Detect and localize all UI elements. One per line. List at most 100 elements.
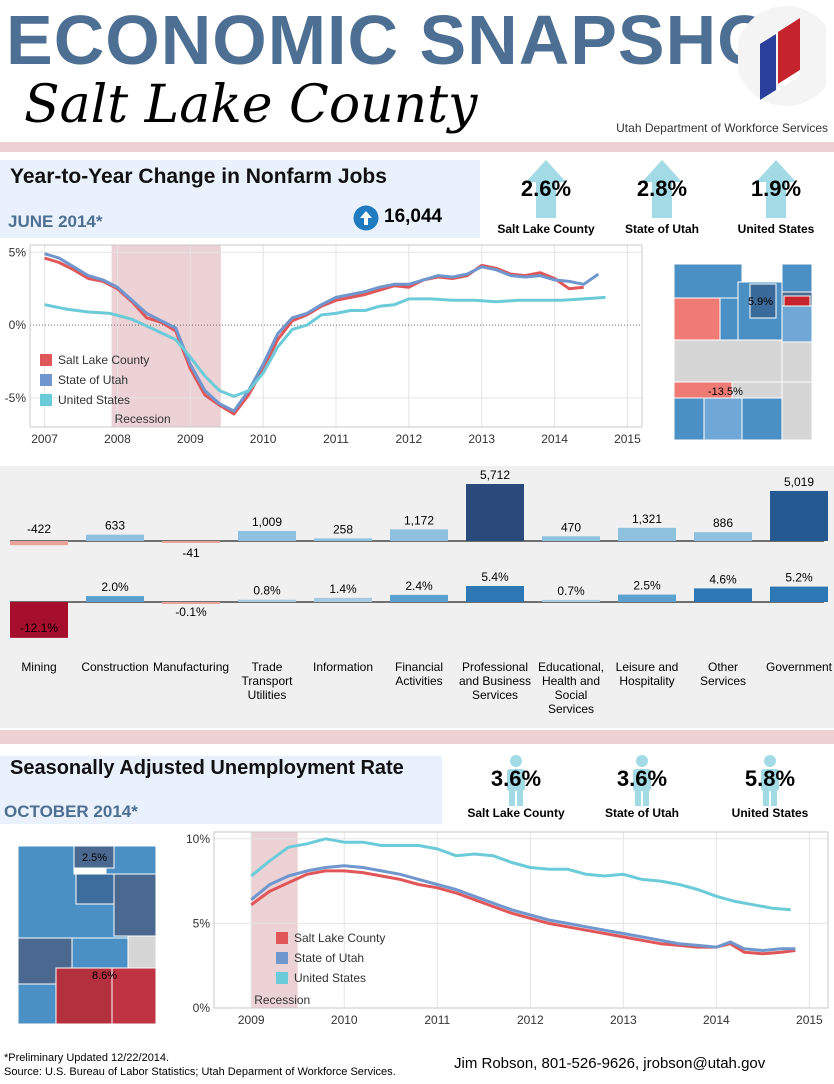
bar-percent [162, 602, 220, 604]
legend-label: State of Utah [58, 373, 128, 387]
industry-category-label: Manufacturing [153, 660, 230, 674]
legend-swatch [276, 972, 288, 984]
person-icon [761, 755, 779, 806]
x-tick-label: 2010 [331, 1013, 358, 1027]
kpi-jobs-utah: 2.8% State of Utah [592, 160, 732, 240]
map-label-high: 8.6% [92, 970, 118, 982]
x-tick-label: 2010 [250, 432, 277, 446]
kpi-value: 2.8% [636, 176, 688, 201]
y-tick-label: 5% [193, 916, 211, 930]
bar-change [770, 490, 828, 541]
x-tick-label: 2009 [177, 432, 204, 446]
x-tick-label: 2011 [424, 1013, 450, 1027]
series-line-2 [250, 864, 796, 952]
unemp-section-title: Seasonally Adjusted Unemployment Rate [10, 757, 404, 779]
bar-percent-label: -0.1% [175, 605, 207, 619]
jobs-header-band [0, 160, 480, 238]
bar-change-label: 5,019 [784, 475, 814, 489]
kpi-unemp-us: 5.8% United States [700, 752, 834, 824]
x-tick-label: 2012 [517, 1013, 544, 1027]
source-note: Source: U.S. Bureau of Labor Statistics;… [4, 1066, 396, 1078]
map-label-low: 2.5% [82, 852, 108, 864]
x-tick-label: 2014 [703, 1013, 730, 1027]
kpi-jobs-slc: 2.6% Salt Lake County [476, 160, 616, 240]
bar-percent [542, 599, 600, 602]
bar-percent-label: 4.6% [709, 572, 737, 586]
bar-change [86, 534, 144, 541]
department-name: Utah Department of Workforce Services [616, 121, 828, 135]
bar-percent-label: 2.5% [633, 579, 661, 593]
bar-percent [86, 596, 144, 602]
contact-info: Jim Robson, 801-526-9626, jrobson@utah.g… [454, 1055, 766, 1072]
jobs-section-title: Year-to-Year Change in Nonfarm Jobs [10, 165, 387, 188]
section-divider [0, 730, 834, 744]
x-tick-label: 2014 [541, 432, 568, 446]
kpi-unemp-utah: 3.6% State of Utah [572, 752, 712, 824]
kpi-value: 5.8% [744, 766, 796, 791]
bar-change [618, 527, 676, 541]
kpi-label: United States [737, 222, 815, 236]
industry-category-label: Information [312, 660, 374, 674]
page-subtitle: Salt Lake County [24, 75, 478, 135]
up-arrow-icon [526, 160, 566, 218]
industry-bar-chart: -422 -12.1% 633 2.0% -41 -0.1% 1,009 0.8% 258 1.4… [10, 468, 828, 638]
up-arrow-icon [756, 160, 796, 218]
bar-change-label: 633 [105, 519, 125, 533]
bar-percent [618, 594, 676, 602]
industry-category-label: Government [765, 660, 833, 674]
bar-change-label: 5,712 [480, 468, 510, 482]
x-tick-label: 2013 [468, 432, 495, 446]
bar-change [162, 541, 220, 543]
bar-change-label: -41 [182, 546, 200, 560]
bar-change-label: 1,009 [252, 515, 282, 529]
x-tick-label: 2015 [614, 432, 641, 446]
kpi-value: 2.6% [520, 176, 572, 201]
bar-change-label: -422 [27, 522, 51, 536]
recession-label: Recession [115, 412, 171, 426]
jobs-line-chart: 2007 2008 2009 2010 2011 2012 2013 2014 2015 5% 0%… [5, 244, 643, 446]
bar-change [10, 541, 68, 546]
page-title: ECONOMIC SNAPSHOT [6, 1, 817, 79]
x-tick-label: 2012 [396, 432, 423, 446]
bar-change [314, 538, 372, 541]
logo [736, 4, 834, 108]
bar-percent [10, 602, 68, 638]
up-arrow-icon [353, 205, 379, 231]
legend-swatch [276, 932, 288, 944]
kpi-label: Salt Lake County [467, 806, 565, 820]
kpi-value: 3.6% [490, 766, 542, 791]
x-tick-label: 2009 [238, 1013, 265, 1027]
series-line-3 [44, 295, 606, 398]
recession-label: Recession [254, 993, 310, 1007]
bar-percent-label: 0.7% [557, 584, 585, 598]
kpi-label: State of Utah [624, 222, 699, 236]
industry-category-label: Educational, Health and Social Services [537, 660, 605, 716]
bar-percent [390, 594, 448, 602]
x-tick-label: 2008 [104, 432, 131, 446]
person-icon [633, 755, 651, 806]
legend-label: Salt Lake County [294, 931, 385, 945]
bar-change-label: 1,172 [404, 513, 434, 527]
bar-percent-label: 1.4% [329, 582, 357, 596]
industry-category-label: Mining [21, 660, 57, 674]
bar-change [238, 530, 296, 541]
plot-frame [29, 244, 643, 428]
map-label-low: -13.5% [708, 386, 743, 398]
x-tick-label: 2011 [323, 432, 349, 446]
industry-category-label: Construction [81, 660, 149, 674]
x-tick-label: 2007 [31, 432, 58, 446]
industry-category-label: Leisure and Hospitality [615, 660, 679, 688]
bar-change-label: 470 [561, 520, 581, 534]
y-tick-label: 0% [193, 1001, 211, 1015]
bar-change [542, 536, 600, 541]
bar-percent-label: 0.8% [253, 584, 281, 598]
series-line-2 [44, 252, 600, 413]
kpi-jobs-us: 1.9% United States [706, 160, 834, 240]
kpi-label: Salt Lake County [497, 222, 595, 236]
legend-swatch [40, 374, 52, 386]
legend-label: Salt Lake County [58, 353, 149, 367]
bar-percent [466, 586, 524, 602]
kpi-unemp-slc: 3.6% Salt Lake County [446, 752, 586, 824]
industry-category-label: Trade Transport Utilities [241, 660, 293, 702]
bar-percent [694, 588, 752, 602]
